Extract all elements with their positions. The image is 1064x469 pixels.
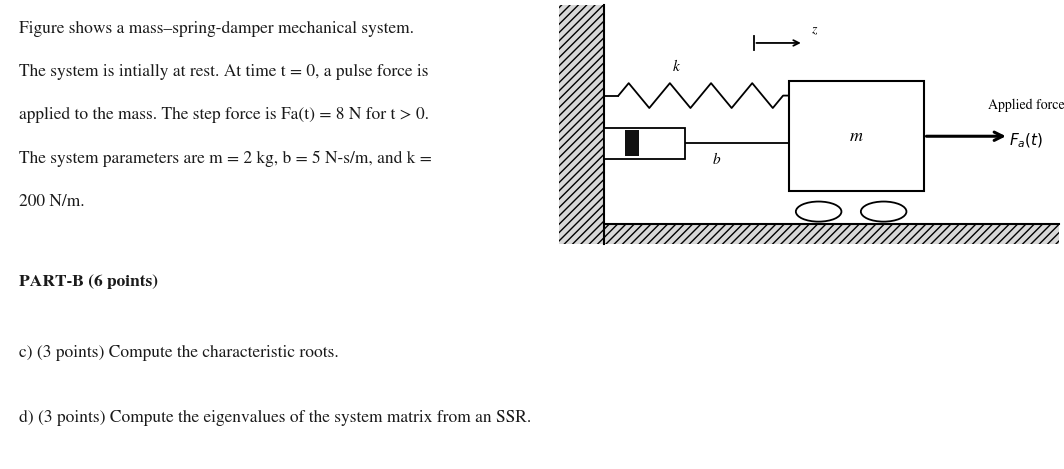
Text: d) (3 points) Compute the eigenvalues of the system matrix from an SSR.: d) (3 points) Compute the eigenvalues of…	[19, 410, 531, 426]
Bar	[603, 224, 1059, 244]
Text: 200 N/m.: 200 N/m.	[19, 194, 85, 210]
Text: Figure shows a mass–spring-damper mechanical system.: Figure shows a mass–spring-damper mechan…	[19, 21, 414, 37]
Bar	[559, 5, 603, 244]
Text: $F_a(t)$: $F_a(t)$	[1009, 131, 1044, 150]
Circle shape	[861, 202, 907, 222]
Text: applied to the mass. The step force is Fa(t) = 8 N for t > 0.: applied to the mass. The step force is F…	[19, 107, 429, 123]
Bar	[788, 81, 924, 191]
Text: z: z	[811, 23, 816, 36]
Text: The system parameters are m = 2 kg, b = 5 N-s/m, and k =: The system parameters are m = 2 kg, b = …	[19, 151, 432, 167]
Text: k: k	[672, 60, 680, 74]
Bar	[625, 130, 639, 157]
Text: The system is intially at rest. At time t = 0, a pulse force is: The system is intially at rest. At time …	[19, 64, 429, 80]
Text: Applied force: Applied force	[987, 99, 1064, 113]
Text: PART-B (6 points): PART-B (6 points)	[19, 274, 159, 289]
Bar	[603, 128, 685, 159]
Circle shape	[796, 202, 842, 222]
Text: m: m	[850, 128, 863, 144]
Text: b: b	[712, 153, 720, 167]
Text: c) (3 points) Compute the characteristic roots.: c) (3 points) Compute the characteristic…	[19, 345, 339, 361]
